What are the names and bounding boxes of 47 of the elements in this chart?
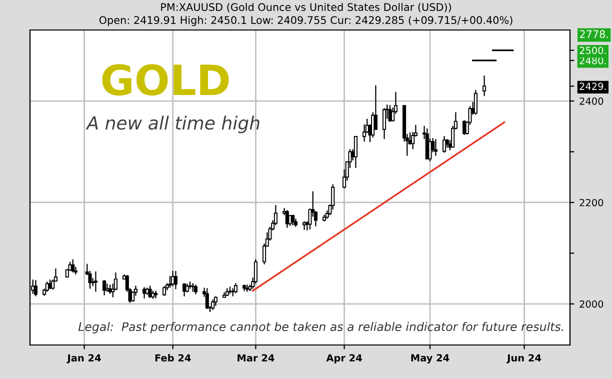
annotation: A new all time high xyxy=(86,116,260,134)
candlestick xyxy=(205,288,209,310)
y-tick-label: 2429. xyxy=(580,82,606,90)
candlestick xyxy=(211,298,215,311)
chart-title: PM:XAUUSD (Gold Ounce vs United States Dollar (USD)) xyxy=(161,2,451,12)
candlestick xyxy=(254,258,258,284)
candlestick xyxy=(214,296,218,306)
candlestick xyxy=(428,138,432,162)
y-tick-label: 2400 xyxy=(580,97,604,105)
annotation: GOLD xyxy=(102,64,229,96)
x-tick-label: Jan 24 xyxy=(66,354,101,364)
candlestick xyxy=(102,280,106,296)
x-tick-label: May 24 xyxy=(411,354,450,364)
y-tick-label: 2500. xyxy=(580,46,606,54)
candlestick xyxy=(108,284,112,294)
chart-subtitle: Open: 2419.91 High: 2450.1 Low: 2409.755 Cur: 2429.285 (+09.715/+00.40%) xyxy=(99,16,512,26)
x-tick-label: Feb 24 xyxy=(155,354,191,362)
candlestick xyxy=(442,135,446,154)
y-tick-label: 2200 xyxy=(580,198,604,206)
candlestick xyxy=(434,138,438,156)
candlestick xyxy=(174,270,178,290)
candlestick xyxy=(234,282,238,294)
x-tick-label: Apr 24 xyxy=(326,354,362,364)
x-tick-label: Jun 24 xyxy=(506,354,542,364)
candlestick xyxy=(474,89,478,116)
annotation: Legal: Past performance cannot be taken as a reliable indicator for future results. xyxy=(78,322,564,334)
candlestick xyxy=(382,108,386,140)
candlestick xyxy=(262,242,266,265)
candlestick xyxy=(71,258,75,274)
x-tick-label: Mar 24 xyxy=(238,354,274,362)
candlestick xyxy=(94,270,98,292)
candlestick xyxy=(288,214,292,226)
candlestick xyxy=(182,282,186,297)
candlestick xyxy=(302,220,306,230)
candlestick xyxy=(168,275,172,288)
candlestick xyxy=(291,214,295,226)
candlestick xyxy=(482,75,486,97)
text: 2778. xyxy=(580,30,608,38)
candlestick xyxy=(388,104,392,122)
candlestick xyxy=(51,279,55,290)
candlestick xyxy=(162,286,166,296)
y-tick-label: 2000 xyxy=(580,300,604,308)
candlestick xyxy=(354,135,358,169)
candlestick xyxy=(154,290,158,299)
candlestick xyxy=(194,284,198,295)
candlestick xyxy=(148,285,152,298)
candlestick xyxy=(34,280,38,297)
